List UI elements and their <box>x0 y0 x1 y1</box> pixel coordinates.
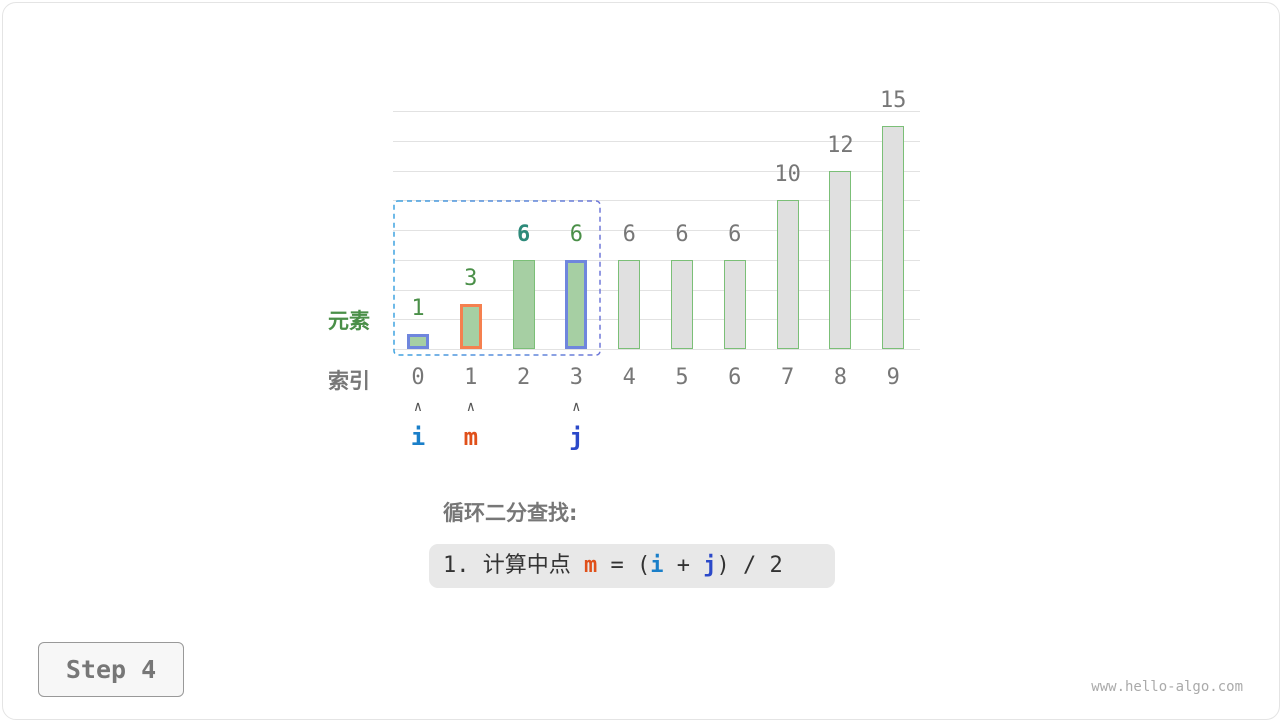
watermark: www.hello-algo.com <box>1091 679 1243 695</box>
index-label: 2 <box>516 365 531 390</box>
value-label: 15 <box>879 87 907 113</box>
gridline <box>393 289 920 291</box>
formula-m: m <box>583 553 598 578</box>
bar-4 <box>618 259 641 349</box>
formula-suffix: ) / 2 <box>716 553 783 578</box>
values-row-label: 元素 <box>328 309 370 333</box>
formula-eq: = ( <box>597 553 651 578</box>
bar-0 <box>407 334 429 349</box>
index-label: 7 <box>780 365 795 390</box>
bar-5 <box>671 259 693 349</box>
gridline <box>393 230 920 231</box>
bar-8 <box>829 170 852 349</box>
index-label: 6 <box>728 365 742 390</box>
gridline <box>393 349 920 350</box>
index-label: 5 <box>675 365 689 390</box>
value-label: 6 <box>728 221 742 247</box>
gridline <box>393 319 920 321</box>
value-label: 6 <box>569 221 584 247</box>
pointer-j: j <box>569 423 584 451</box>
pointer-arrow-icon: ∧ <box>466 399 476 415</box>
index-label: 4 <box>622 365 636 390</box>
pointer-m: m <box>463 423 479 451</box>
gridline <box>393 111 920 112</box>
index-row-label: 索引 <box>328 369 370 393</box>
bar-6 <box>723 259 746 349</box>
bar-9 <box>882 125 905 349</box>
pointer-i: i <box>410 423 426 451</box>
formula-j: j <box>703 553 717 578</box>
gridline <box>393 200 920 202</box>
step-button[interactable]: Step 4 <box>38 642 184 697</box>
value-label: 3 <box>464 266 478 292</box>
bar-1 <box>459 304 482 349</box>
caption-title: 循环二分查找: <box>443 501 578 525</box>
gridline <box>393 170 920 172</box>
value-label: 1 <box>411 296 425 322</box>
formula-box: 1. 计算中点 m = (i + j) / 2 <box>429 544 835 588</box>
index-label: 3 <box>569 365 584 390</box>
bar-7 <box>776 200 799 349</box>
value-label: 6 <box>622 221 636 247</box>
pointer-arrow-icon: ∧ <box>572 399 581 415</box>
gridline <box>393 140 920 142</box>
value-label: 10 <box>774 162 801 188</box>
value-label: 6 <box>516 221 531 247</box>
search-range-bracket <box>393 200 601 356</box>
index-label: 0 <box>411 365 425 390</box>
index-label: 1 <box>464 365 478 390</box>
index-label: 8 <box>833 365 848 390</box>
bar-2 <box>512 259 535 349</box>
formula-prefix: 1. 计算中点 <box>443 553 584 578</box>
pointer-arrow-icon: ∧ <box>413 399 423 415</box>
bar-3 <box>565 259 588 349</box>
index-label: 9 <box>886 365 900 390</box>
formula-i: i <box>650 553 664 578</box>
value-label: 12 <box>827 132 854 158</box>
gridline <box>393 259 920 261</box>
value-label: 6 <box>675 221 689 247</box>
formula-plus: + <box>663 553 704 578</box>
